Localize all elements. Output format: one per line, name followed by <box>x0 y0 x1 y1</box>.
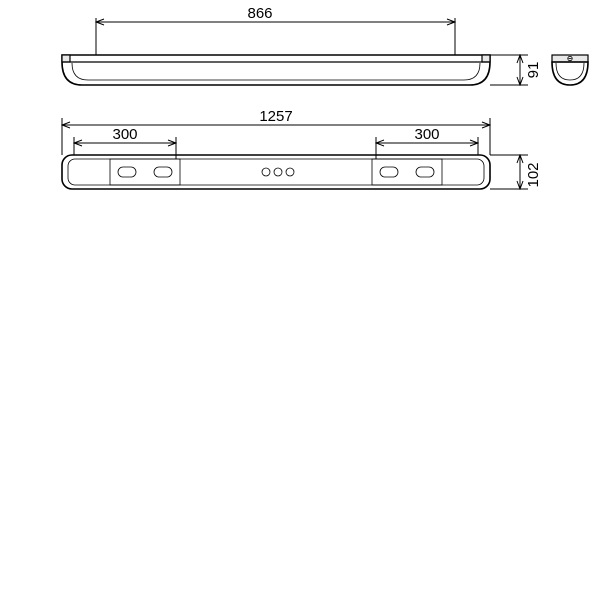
centre-knockouts <box>262 168 294 176</box>
dim-plan-width-value: 1257 <box>259 108 292 125</box>
dim-top-width: 866 <box>96 5 455 55</box>
dim-mount-left: 300 <box>74 126 176 159</box>
dim-mount-right: 300 <box>376 126 478 159</box>
mount-bracket-right <box>372 159 442 185</box>
dim-plan-height-value: 102 <box>525 162 542 187</box>
end-profile <box>552 55 588 85</box>
dim-mount-left-value: 300 <box>112 126 137 143</box>
dim-top-width-value: 866 <box>247 5 272 22</box>
side-elevation <box>62 55 490 85</box>
technical-drawing: 866 91 <box>0 0 600 600</box>
mount-bracket-left <box>110 159 180 185</box>
dim-top-height: 91 <box>490 55 542 85</box>
dim-top-height-value: 91 <box>525 62 542 79</box>
dim-mount-right-value: 300 <box>414 126 439 143</box>
plan-view <box>62 155 490 189</box>
dim-plan-height: 102 <box>490 155 542 189</box>
